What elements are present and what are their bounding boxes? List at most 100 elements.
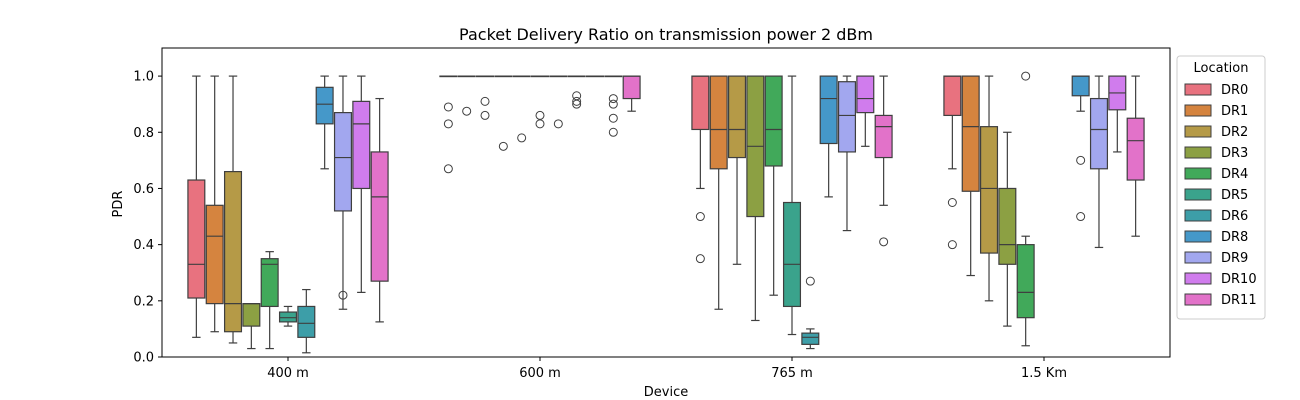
outlier-point (553, 119, 563, 129)
box-body (856, 75, 875, 114)
box-DR8-1 (567, 75, 586, 109)
x-tick-label: 400 m (267, 366, 309, 381)
legend-swatch-DR3 (1184, 146, 1212, 159)
box-body (837, 81, 857, 153)
box-body (1071, 75, 1090, 97)
box-body (801, 332, 820, 345)
x-tick-label: 1.5 Km (1021, 366, 1067, 381)
legend-label-DR3: DR3 (1221, 146, 1248, 161)
outlier-point (947, 198, 957, 207)
outlier-point (480, 110, 490, 120)
box-body (223, 171, 243, 333)
box-DR2-0 (223, 75, 243, 344)
plot-area: 0.0 0.2 0.4 0.6 0.8 1.0 400 m 600 m 765 m 1.5 Km (133, 47, 1171, 381)
outlier-point (695, 212, 705, 222)
axes-frame (161, 47, 1171, 358)
box-DR3-0 (242, 303, 261, 350)
box-body (727, 75, 747, 159)
legend-swatch-DR5 (1184, 188, 1212, 201)
legend-label-DR0: DR0 (1221, 83, 1248, 98)
outlier-point (462, 106, 472, 116)
box-DR0-2 (691, 75, 710, 264)
box-body (1126, 117, 1145, 181)
box-DR9-3 (1089, 75, 1109, 249)
box-DR6-1 (549, 75, 568, 129)
outlier-point (443, 119, 453, 129)
box-body (782, 201, 802, 308)
box-body (943, 75, 962, 117)
box-body (819, 75, 838, 145)
legend-label-DR9: DR9 (1221, 251, 1248, 266)
box-body (260, 258, 279, 308)
outlier-point (572, 99, 582, 109)
legend-label-DR4: DR4 (1221, 167, 1248, 182)
box-body (1016, 244, 1035, 319)
box-DR3-2 (746, 75, 765, 322)
legend-title: Location (1194, 61, 1249, 76)
box-DR9-2 (837, 75, 857, 232)
legend-swatch-DR8 (1184, 230, 1212, 243)
box-body (622, 75, 641, 100)
box-DR11-3 (1126, 75, 1145, 237)
chart-title: Packet Delivery Ratio on transmission po… (459, 25, 873, 44)
box-DR3-1 (494, 75, 513, 151)
outlier-point (1021, 71, 1031, 81)
outlier-point (1076, 212, 1086, 222)
box-DR11-1 (622, 75, 641, 112)
box-body (205, 204, 224, 305)
box-body (242, 303, 261, 327)
legend-swatch-DR9 (1184, 251, 1212, 264)
box-body (278, 311, 298, 323)
box-body (998, 187, 1017, 265)
legend-swatch-DR11 (1184, 293, 1212, 306)
legend-label-DR1: DR1 (1221, 104, 1248, 119)
outlier-point (535, 119, 545, 129)
box-DR0-1 (439, 75, 458, 174)
box-DR2-1 (475, 75, 495, 120)
box-DR1-2 (709, 75, 728, 310)
box-body (1089, 97, 1109, 170)
box-DR0-3 (943, 75, 962, 250)
legend-label-DR5: DR5 (1221, 188, 1248, 203)
box-DR9-0 (333, 75, 353, 310)
box-body (297, 305, 316, 338)
legend-swatch-DR10 (1184, 272, 1212, 285)
box-DR5-1 (530, 75, 550, 129)
x-tick-label: 600 m (519, 366, 561, 381)
x-axis-label: Device (644, 385, 688, 400)
box-DR10-3 (1108, 75, 1127, 153)
box-DR2-2 (727, 75, 747, 265)
box-DR2-3 (979, 75, 999, 302)
box-DR8-3 (1071, 75, 1090, 222)
box-DR3-3 (998, 131, 1017, 327)
outlier-point (572, 96, 582, 106)
box-body (333, 112, 353, 212)
outlier-point (879, 237, 889, 247)
box-DR11-0 (370, 97, 389, 323)
y-tick-label: 0.8 (133, 126, 154, 141)
box-DR5-2 (782, 75, 802, 336)
box-DR11-2 (874, 75, 893, 247)
legend-label-DR11: DR11 (1221, 293, 1257, 308)
outlier-point (443, 164, 453, 174)
outlier-point (608, 94, 618, 104)
legend-swatch-DR0 (1184, 83, 1212, 96)
outlier-point (1076, 155, 1086, 165)
legend-label-DR10: DR10 (1221, 272, 1257, 287)
box-DR6-2 (801, 276, 820, 350)
box-DR10-1 (604, 75, 623, 137)
outlier-point (608, 113, 618, 123)
box-DR4-0 (260, 251, 279, 350)
outlier-point (480, 96, 490, 106)
legend-swatch-DR6 (1184, 209, 1212, 222)
outlier-point (498, 141, 508, 151)
legend-swatch-DR2 (1184, 125, 1212, 138)
box-body (709, 75, 728, 170)
y-axis-label: PDR (111, 191, 126, 218)
box-body (187, 179, 206, 299)
box-DR0-0 (187, 75, 206, 338)
outlier-point (947, 240, 957, 250)
box-DR4-3 (1016, 71, 1035, 347)
box-body (352, 100, 371, 190)
